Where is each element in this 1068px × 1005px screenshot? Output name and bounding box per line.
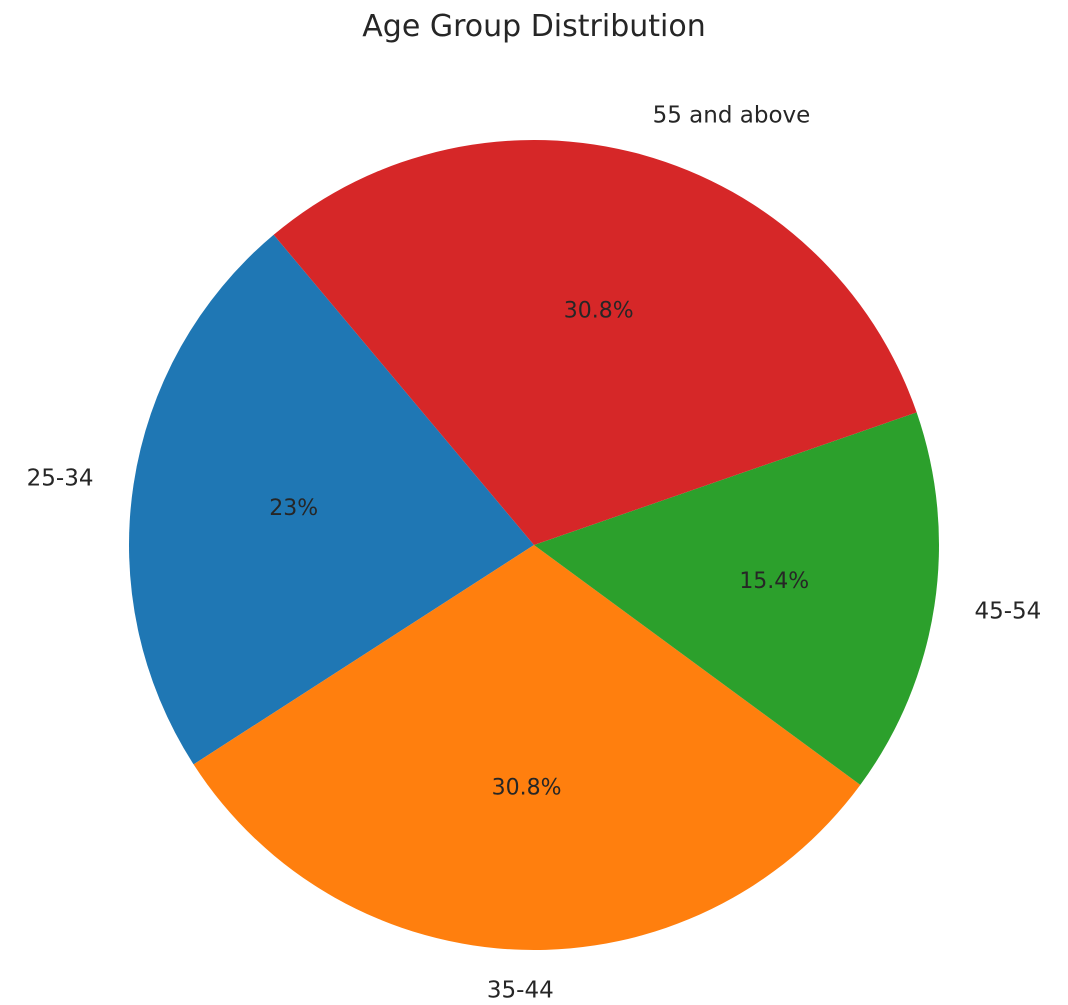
pie-slice-35-44 bbox=[193, 545, 861, 950]
slice-percent-label: 23% bbox=[269, 496, 318, 521]
slice-percent-label: 30.8% bbox=[564, 298, 634, 323]
chart-title: Age Group Distribution bbox=[362, 9, 705, 44]
pie-slice-45-54 bbox=[534, 412, 940, 785]
pie-slice-55-and-above bbox=[273, 139, 917, 545]
slice-percent-label: 30.8% bbox=[492, 775, 562, 800]
slice-category-label: 45-54 bbox=[974, 599, 1041, 625]
slice-category-label: 35-44 bbox=[487, 977, 554, 1000]
pie-labels: 23% 25-34 30.8% 35-44 15.4% 45-54 30.8% 55 and … bbox=[27, 103, 1042, 1004]
slice-percent-label: 15.4% bbox=[739, 569, 809, 594]
pie-slice-25-34 bbox=[128, 234, 534, 765]
pie-slices bbox=[128, 139, 940, 950]
slice-category-label: 55 and above bbox=[653, 103, 811, 129]
slice-category-label: 25-34 bbox=[27, 465, 94, 491]
